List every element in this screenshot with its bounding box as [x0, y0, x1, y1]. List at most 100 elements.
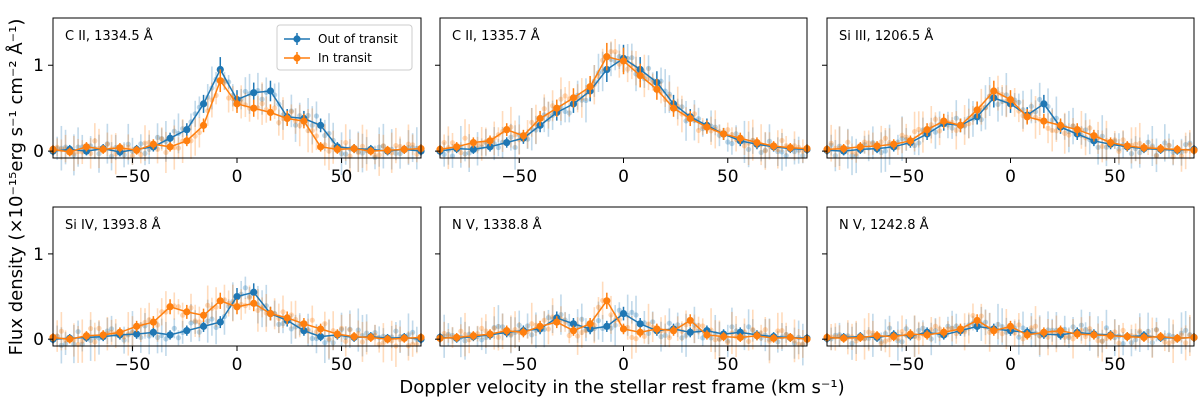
data-point: [216, 77, 224, 85]
data-point: [636, 320, 644, 328]
faint-point: [595, 318, 602, 324]
faint-point: [1099, 143, 1105, 150]
faint-point: [380, 340, 386, 346]
faint-point: [154, 134, 161, 140]
faint-point: [675, 322, 681, 328]
faint-point: [1183, 141, 1189, 148]
data-point: [333, 330, 341, 338]
data-point: [586, 83, 594, 91]
faint-point: [410, 329, 416, 335]
faint-point: [62, 340, 69, 347]
data-point: [1056, 327, 1065, 335]
data-point: [300, 327, 308, 335]
faint-point: [625, 66, 631, 72]
faint-point: [791, 340, 798, 346]
data-point: [736, 134, 744, 142]
faint-point: [1137, 140, 1143, 147]
faint-point: [495, 144, 501, 151]
faint-point: [441, 330, 447, 337]
faint-point: [645, 330, 652, 337]
data-point: [503, 138, 511, 147]
faint-point: [712, 337, 718, 343]
data-point: [216, 318, 224, 326]
faint-point: [322, 340, 328, 346]
panel-3: −50 0 50 Si III, 1206.5 Å: [822, 17, 1198, 187]
data-point: [856, 143, 864, 151]
faint-point: [725, 127, 731, 133]
data-point: [1073, 330, 1081, 338]
faint-point: [313, 113, 320, 119]
faint-point: [524, 323, 531, 329]
faint-point: [750, 326, 756, 333]
data-point: [99, 331, 107, 339]
faint-point: [209, 316, 215, 322]
x-tick-label: 0: [1005, 167, 1016, 187]
y-tick-label: 1: [33, 56, 44, 76]
panel-title: Si III, 1206.5 Å: [839, 28, 933, 44]
faint-point: [529, 332, 535, 338]
faint-point: [545, 314, 552, 321]
data-point: [923, 331, 931, 339]
faint-point: [978, 313, 984, 319]
data-point: [1123, 333, 1131, 341]
data-point: [669, 104, 678, 112]
faint-point: [911, 129, 918, 135]
faint-point: [725, 139, 731, 145]
series-in: [436, 292, 811, 344]
data-point: [1040, 328, 1048, 336]
faint-point: [629, 309, 635, 315]
faint-point: [545, 326, 552, 332]
panel-title: C II, 1335.7 Å: [452, 28, 540, 44]
faint-point: [853, 153, 859, 159]
x-tick-label: −50: [888, 167, 924, 187]
faint-point: [878, 339, 884, 345]
faint-point: [326, 148, 332, 154]
faint-point: [1116, 146, 1122, 152]
faint-point: [1103, 325, 1110, 331]
faint-point: [376, 152, 382, 158]
data-point: [503, 126, 511, 134]
data-point: [183, 327, 191, 335]
panel-2: −50 0 50 C II, 1335.7 Å: [435, 17, 811, 187]
faint-point: [775, 149, 781, 155]
data-point: [536, 114, 544, 123]
faint-point: [1020, 325, 1026, 331]
data-point: [856, 333, 864, 342]
faint-point: [1099, 133, 1105, 139]
faint-point: [192, 319, 198, 325]
faint-point: [175, 145, 182, 151]
data-point: [619, 325, 628, 333]
faint-point: [1183, 340, 1189, 346]
faint-point: [292, 122, 299, 128]
faint-point: [142, 140, 148, 146]
faint-point: [309, 122, 315, 128]
data-point: [469, 138, 477, 147]
data-point: [586, 320, 594, 328]
legend-box: [276, 24, 413, 71]
data-point: [317, 121, 325, 129]
faint-point: [479, 325, 485, 331]
x-tick-label: −50: [115, 167, 151, 187]
faint-point: [886, 325, 893, 331]
data-point: [553, 104, 561, 112]
faint-point: [364, 330, 370, 336]
data-point: [873, 332, 881, 340]
data-point: [753, 138, 761, 147]
faint-point: [828, 140, 834, 146]
faint-point: [633, 336, 639, 342]
faint-point: [171, 128, 177, 134]
faint-point: [393, 142, 399, 149]
faint-point: [322, 321, 328, 327]
faint-point: [516, 322, 522, 328]
faint-point: [583, 97, 589, 103]
panel-4: −50 0 50 0 1 Si IV, 1393.8 Å: [33, 206, 425, 375]
faint-point: [188, 305, 194, 311]
faint-point: [878, 149, 884, 156]
series-in: [823, 80, 1198, 155]
faint-point: [347, 326, 353, 332]
data-point: [686, 328, 694, 336]
faint-point: [666, 91, 672, 97]
faint-samples-in: [54, 284, 420, 367]
panel-title: C II, 1334.5 Å: [65, 28, 153, 44]
data-point: [166, 143, 174, 151]
